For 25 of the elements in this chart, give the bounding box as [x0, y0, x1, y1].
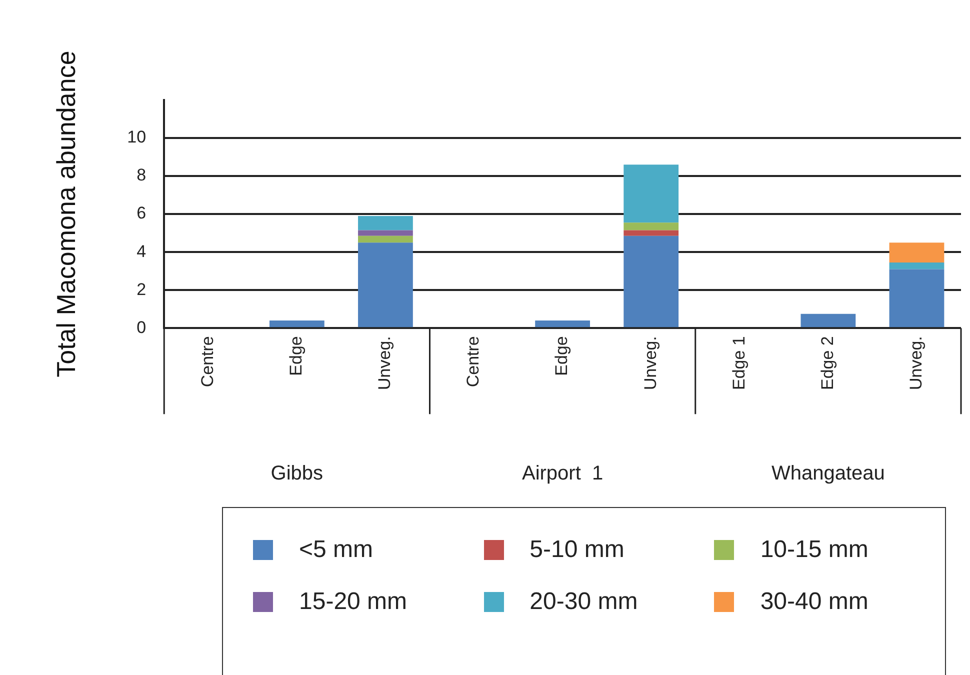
- y-tick-label: 10: [127, 128, 146, 147]
- y-tick-label: 4: [136, 242, 146, 261]
- y-tick-label: 6: [136, 204, 146, 223]
- y-tick-label: 0: [136, 318, 146, 337]
- x-tick-label: Centre: [464, 336, 483, 388]
- x-tick-label: Edge: [286, 336, 306, 376]
- legend-label: <5 mm: [299, 536, 374, 564]
- y-tick-label: 2: [136, 280, 146, 299]
- x-tick-label: Unveg.: [906, 336, 926, 390]
- x-tick-label: Unveg.: [640, 336, 660, 390]
- legend-label: 5-10 mm: [530, 536, 624, 564]
- x-tick-label: Centre: [198, 336, 218, 388]
- legend-label: 20-30 mm: [530, 588, 638, 616]
- text: Gibbs: [270, 462, 324, 485]
- legend-label: 15-20 mm: [299, 588, 408, 616]
- legend-label: 30-40 mm: [760, 588, 868, 616]
- text: Whangateau: [771, 462, 885, 485]
- y-tick-label: 8: [136, 166, 146, 185]
- legend-label: 10-15 mm: [760, 536, 868, 564]
- x-tick-label: Edge 1: [729, 336, 748, 390]
- y-axis-title: Total Macomona abundance: [50, 50, 81, 378]
- x-tick-label: Edge 2: [818, 336, 837, 390]
- x-tick-label: Edge: [552, 336, 572, 376]
- x-tick-label: Unveg.: [375, 336, 394, 390]
- text: Airport 1: [522, 462, 604, 485]
